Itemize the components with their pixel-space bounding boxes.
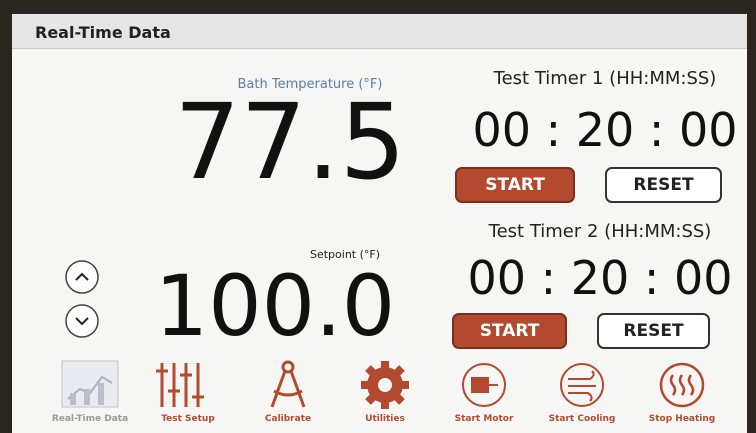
- nav-label: Real-Time Data: [42, 414, 138, 424]
- nav-icon[interactable]: [156, 363, 204, 407]
- bath-value: 77.5: [160, 82, 420, 202]
- nav-icon[interactable]: [62, 361, 118, 407]
- nav-label: Test Setup: [140, 414, 236, 424]
- down-button[interactable]: [66, 305, 98, 337]
- reset-button[interactable]: RESET: [605, 167, 722, 203]
- nav-icon[interactable]: [361, 361, 409, 409]
- reset-button[interactable]: RESET: [597, 313, 710, 349]
- start-button[interactable]: START: [455, 167, 575, 203]
- nav-label: Start Cooling: [534, 414, 630, 424]
- setpoint-arrows: [60, 258, 106, 342]
- nav-label: Start Motor: [436, 414, 532, 424]
- page: Real-Time Data Bath Temperature (°F) 77.…: [0, 0, 756, 433]
- nav-label: Utilities: [337, 414, 433, 424]
- start-button[interactable]: START: [452, 313, 567, 349]
- timer-time: 00 : 20 : 00: [460, 100, 750, 160]
- nav-icon[interactable]: [561, 364, 603, 406]
- nav-label: Calibrate: [240, 414, 336, 424]
- nav-icon[interactable]: [272, 362, 304, 407]
- timer-title: Test Timer 1 (HH:MM:SS): [470, 68, 740, 89]
- nav-icon[interactable]: [661, 364, 703, 406]
- setpoint-value: 100.0: [140, 258, 410, 354]
- timer-time: 00 : 20 : 00: [455, 248, 745, 308]
- up-button[interactable]: [66, 261, 98, 293]
- nav-icon[interactable]: [463, 364, 505, 406]
- nav-icons: [12, 355, 747, 415]
- nav-label: Stop Heating: [634, 414, 730, 424]
- header-title: Real-Time Data: [35, 23, 171, 42]
- timer-title: Test Timer 2 (HH:MM:SS): [465, 221, 735, 242]
